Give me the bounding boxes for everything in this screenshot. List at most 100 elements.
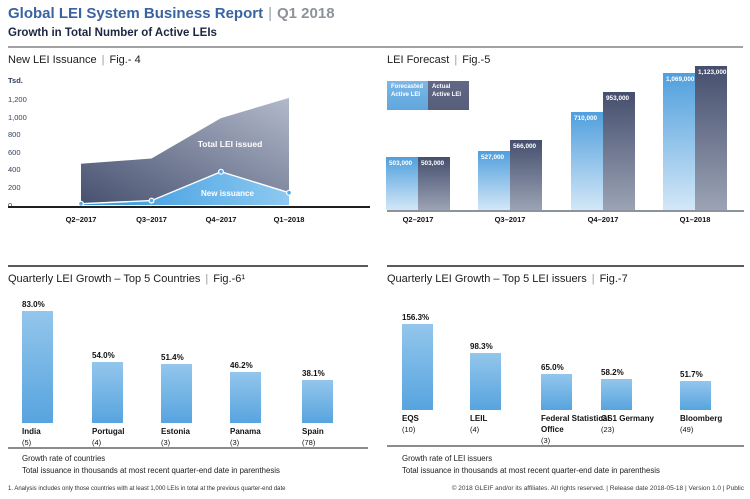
growth-bar: [470, 353, 501, 410]
category-label: India (5): [22, 426, 88, 448]
fig5-x-axis-line: [387, 210, 744, 212]
category-label: LEIL (4): [470, 413, 544, 435]
category-count: (78): [302, 438, 316, 447]
area-new-issuance: [81, 171, 289, 205]
bar-value-label: 527,000: [481, 154, 505, 161]
bar-forecasted-active-lei: 710,000: [571, 112, 603, 210]
bar-forecasted-active-lei: 527,000: [478, 151, 510, 210]
category-name: LEIL: [470, 414, 488, 423]
category-count: (3): [541, 436, 551, 445]
header-divider: [8, 46, 743, 48]
fig6-title-separator: |: [205, 273, 209, 285]
report-header: Global LEI System Business Report | Q1 201…: [8, 5, 335, 22]
fig6-footnote: 1. Analysis includes only those countrie…: [8, 486, 286, 492]
category-label: Estonia (3): [161, 426, 227, 448]
category-name: EQS: [402, 414, 419, 423]
fig4-unit-label: Tsd.: [8, 76, 23, 85]
data-point-marker: [148, 197, 155, 204]
bar-percent-label: 38.1%: [302, 369, 325, 378]
bar-percent-label: 98.3%: [470, 342, 493, 351]
fig6-note-issuance: Total issuance in thousands at most rece…: [22, 466, 280, 475]
category-label: Portugal (4): [92, 426, 158, 448]
growth-bar: [161, 364, 192, 423]
y-tick-label: 400: [8, 165, 21, 175]
category-name: GS1 Germany: [601, 414, 654, 423]
category-name: Estonia: [161, 427, 190, 436]
fig7-note-growth-rate: Growth rate of LEI issuers: [402, 454, 493, 463]
title-separator: |: [268, 5, 272, 22]
growth-bar: [680, 381, 711, 410]
growth-bar: [302, 380, 333, 423]
data-point-marker: [218, 168, 225, 175]
legend-actual-label: Actual Active LEI: [432, 84, 462, 98]
category-label: Bloomberg (49): [680, 413, 750, 435]
category-name: Spain: [302, 427, 324, 436]
category-count: (23): [601, 425, 615, 434]
fig7-title-separator: |: [591, 273, 595, 285]
x-axis-label: Q3–2017: [136, 215, 167, 224]
bar-value-label: 953,000: [606, 95, 630, 102]
bar-value-label: 710,000: [574, 115, 598, 122]
fig4-panel-title: New LEI Issuance | Fig.- 4: [8, 54, 141, 66]
x-axis-label: Q4–2017: [205, 215, 237, 224]
growth-bar: [230, 372, 261, 423]
legend-forecasted-label: Forecasted Active LEI: [391, 84, 424, 98]
fig5-panel-title: LEI Forecast | Fig.-5: [387, 54, 490, 66]
report-subtitle: Growth in Total Number of Active LEIs: [8, 27, 217, 39]
fig4-title-text: New LEI Issuance: [8, 54, 97, 66]
category-name: Portugal: [92, 427, 125, 436]
fig6-fig-label: Fig.-6¹: [213, 273, 246, 285]
category-name: Bloomberg: [680, 414, 723, 423]
bar-actual-active-lei: 1,123,000: [695, 66, 727, 210]
y-tick-label: 0: [8, 201, 12, 210]
growth-bar: [22, 311, 53, 423]
new-issuance-line: [80, 170, 290, 205]
fig6-title-text: Quarterly LEI Growth – Top 5 Countries: [8, 273, 201, 285]
fig6-baseline-divider: [8, 447, 368, 449]
bar-forecasted-active-lei: 1,069,000: [663, 73, 695, 210]
fig6-panel-title: Quarterly LEI Growth – Top 5 Countries | F…: [8, 273, 245, 285]
fig5-title-text: LEI Forecast: [387, 54, 450, 66]
x-axis-label: Q2–2017: [402, 215, 434, 224]
growth-bar: [601, 379, 632, 410]
legend-actual-active-lei: Actual Active LEI: [428, 81, 469, 110]
fig5-title-separator: |: [454, 54, 458, 66]
report-title: Global LEI System Business Report: [8, 5, 264, 22]
fig4-area-chart: [77, 97, 293, 207]
fig5-fig-label: Fig.-5: [462, 54, 491, 66]
category-count: (4): [92, 438, 102, 447]
data-point-marker: [286, 189, 293, 196]
y-tick-label: 200: [8, 182, 21, 192]
category-label: Panama (3): [230, 426, 296, 448]
bar-value-label: 566,000: [513, 143, 537, 150]
bar-value-label: 1,123,000: [698, 69, 727, 76]
category-count: (10): [402, 425, 416, 434]
page-footer: © 2018 GLEIF and/or its affiliates. All …: [451, 485, 744, 492]
bar-actual-active-lei: 503,000: [418, 157, 450, 210]
category-count: (3): [230, 438, 240, 447]
fig7-panel-title: Quarterly LEI Growth – Top 5 LEI issuers…: [387, 273, 628, 285]
bar-percent-label: 46.2%: [230, 361, 253, 370]
bar-value-label: 503,000: [389, 160, 413, 167]
bar-percent-label: 65.0%: [541, 363, 564, 372]
bar-percent-label: 83.0%: [22, 300, 45, 309]
fig6-note-growth-rate: Growth rate of countries: [22, 454, 106, 463]
x-axis-label: Q4–2017: [587, 215, 619, 224]
bar-percent-label: 51.4%: [161, 353, 184, 362]
y-tick-label: 800: [8, 130, 21, 140]
bar-actual-active-lei: 566,000: [510, 140, 542, 210]
bar-value-label: 1,069,000: [666, 76, 695, 83]
growth-bar: [92, 362, 123, 423]
category-count: (49): [680, 425, 694, 434]
report-period: Q1 2018: [276, 5, 335, 22]
fig7-fig-label: Fig.-7: [599, 273, 628, 285]
y-tick-label: 600: [8, 147, 21, 157]
section-divider: [8, 265, 368, 267]
growth-bar: [402, 324, 433, 410]
fig4-x-axis-line: [8, 205, 370, 208]
bar-actual-active-lei: 953,000: [603, 92, 635, 210]
fig7-baseline-divider: [387, 445, 744, 447]
category-label: GS1 Germany (23): [601, 413, 675, 435]
bar-percent-label: 58.2%: [601, 368, 624, 377]
